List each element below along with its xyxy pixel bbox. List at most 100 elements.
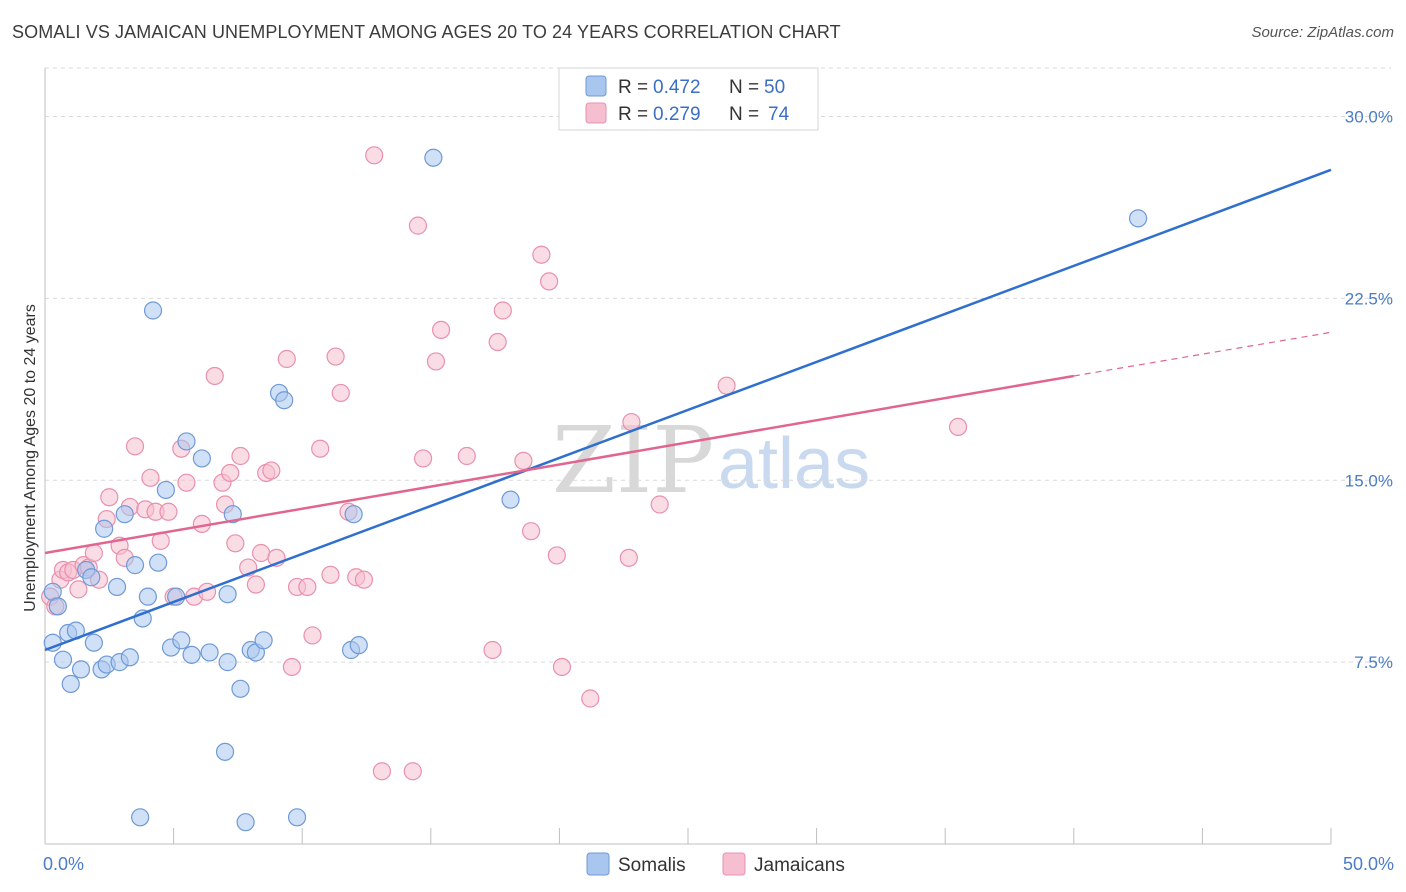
y-tick-label: 7.5% <box>1354 653 1393 672</box>
x-tick-label-min: 0.0% <box>43 854 84 874</box>
legend-jamaican-swatch <box>585 102 607 124</box>
somalis-legend-swatch <box>586 852 610 876</box>
y-axis-label: Unemployment Among Ages 20 to 24 years <box>22 304 39 612</box>
y-tick-label: 30.0% <box>1345 108 1393 127</box>
x-axis-ticks <box>173 828 1332 844</box>
jamaican-point <box>948 417 968 436</box>
jamaican-point <box>326 347 345 366</box>
somali-point <box>349 636 368 655</box>
somali-trend-line <box>44 168 1332 652</box>
jamaican-point <box>365 146 384 165</box>
somali-point <box>344 505 363 524</box>
somali-point <box>254 631 273 650</box>
jamaican-point <box>69 580 88 599</box>
jamaican-point <box>226 534 245 553</box>
somali-point <box>177 432 196 451</box>
y-tick-label: 15.0% <box>1345 471 1393 490</box>
jamaican-point <box>125 437 145 456</box>
jamaican-point <box>141 468 160 487</box>
jamaican-point <box>650 495 669 514</box>
jamaican-point <box>488 332 507 352</box>
somali-point <box>95 519 114 538</box>
somali-point <box>143 301 163 320</box>
jamaican-point <box>717 376 736 395</box>
chart-title: SOMALI VS JAMAICAN UNEMPLOYMENT AMONG AG… <box>12 22 841 42</box>
somali-point <box>120 648 139 667</box>
somali-point <box>149 553 168 572</box>
jamaican-point <box>372 762 392 781</box>
somali-point <box>71 660 91 679</box>
legend-jamaican-n-label: N = <box>729 104 759 125</box>
somali-point <box>84 633 103 652</box>
jamaicans-legend-label: Jamaicans <box>754 855 845 876</box>
jamaican-point <box>231 446 250 466</box>
somali-point <box>182 645 201 664</box>
series-legend: Somalis Jamaicans <box>586 852 845 876</box>
jamaican-point <box>100 488 119 507</box>
somali-point <box>192 449 211 468</box>
jamaican-point <box>514 451 533 470</box>
somali-point <box>218 653 237 672</box>
somali-point <box>424 148 443 167</box>
jamaican-point <box>403 762 422 781</box>
jamaican-point <box>303 626 322 645</box>
jamaican-point <box>331 383 350 403</box>
jamaican-point <box>547 546 566 565</box>
jamaican-point <box>581 689 600 708</box>
jamaican-point <box>282 657 302 677</box>
jamaican-point <box>262 461 281 480</box>
legend-somali-n-label: N = <box>729 77 759 98</box>
jamaicans-points <box>41 146 968 781</box>
trend-lines <box>44 168 1332 652</box>
jamaican-point <box>522 522 541 541</box>
y-tick-label: 22.5% <box>1345 289 1393 308</box>
jamaican-point <box>540 272 559 291</box>
somali-point <box>172 631 191 650</box>
somali-point <box>125 556 145 575</box>
legend-jamaican-r-value: 0.279 <box>653 104 701 125</box>
somali-point <box>236 813 255 832</box>
jamaican-point <box>246 575 266 594</box>
legend-jamaican-r-label: R = <box>618 104 648 125</box>
correlation-legend: R = 0.472 N = 50 R = 0.279 N = 74 <box>558 67 819 131</box>
jamaican-point <box>483 640 502 660</box>
watermark-atlas: atlas <box>718 424 870 504</box>
somali-point <box>1128 209 1148 228</box>
somali-point <box>48 597 67 616</box>
jamaican-point <box>619 548 638 567</box>
somali-point <box>138 587 157 606</box>
jamaican-point <box>205 366 224 386</box>
jamaican-point <box>321 565 340 584</box>
jamaican-trend-line <box>44 374 1075 555</box>
somali-point <box>200 643 219 662</box>
somali-point <box>215 742 235 761</box>
somali-point <box>53 650 73 669</box>
jamaican-trend-extension <box>1073 331 1332 377</box>
jamaicans-legend-swatch <box>722 852 746 876</box>
y-tick-labels: 7.5% 15.0% 22.5% 30.0% <box>1345 108 1393 673</box>
jamaican-point <box>177 473 196 492</box>
jamaican-point <box>457 446 476 466</box>
jamaican-point <box>431 320 451 339</box>
somalis-legend-label: Somalis <box>618 855 686 876</box>
legend-somali-r-value: 0.472 <box>653 77 701 98</box>
legend-somali-n-value: 50 <box>764 77 785 98</box>
somali-point <box>115 505 134 524</box>
jamaican-point <box>251 543 271 563</box>
jamaican-point <box>493 301 512 320</box>
somali-point <box>82 568 101 587</box>
legend-jamaican-n-value: 74 <box>768 104 790 125</box>
legend-somali-swatch <box>585 75 607 97</box>
jamaican-point <box>311 439 330 458</box>
jamaican-point <box>552 657 572 677</box>
somali-point <box>287 808 307 827</box>
jamaican-point <box>221 463 240 483</box>
somali-point <box>61 674 80 694</box>
x-tick-label-max: 50.0% <box>1343 854 1394 874</box>
jamaican-point <box>159 502 178 521</box>
jamaican-point <box>532 245 551 264</box>
legend-somali-r-label: R = <box>618 77 648 98</box>
somali-point <box>501 490 520 509</box>
somali-point <box>156 480 175 500</box>
